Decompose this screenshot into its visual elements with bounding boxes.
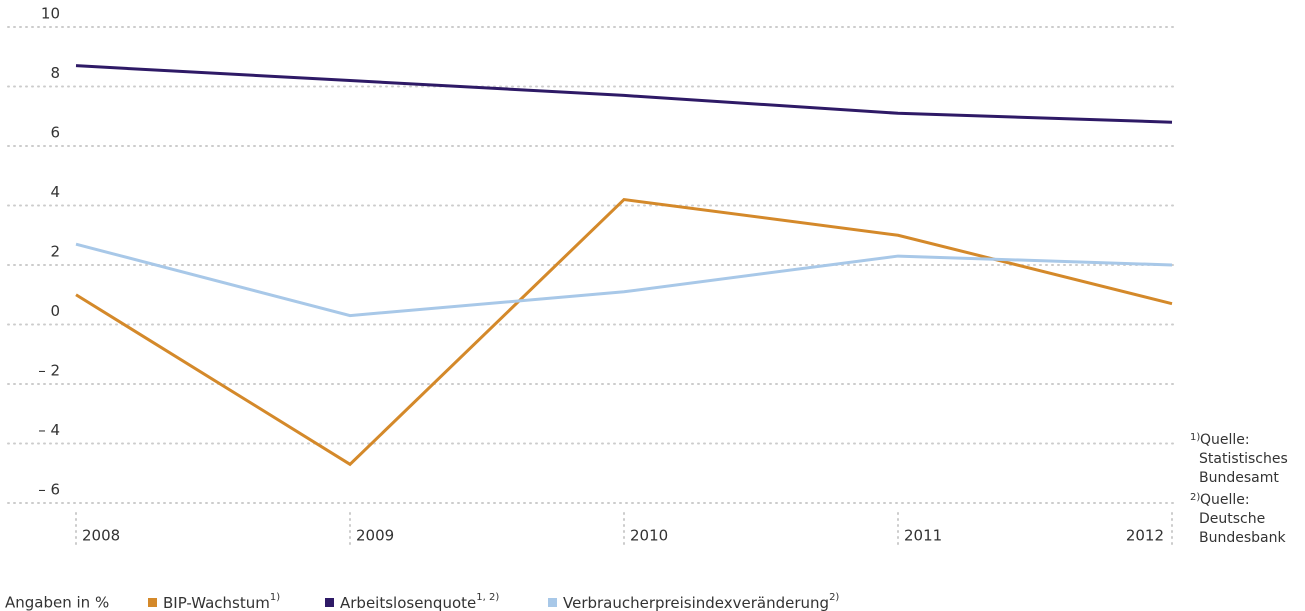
series-line [75,64,1173,124]
y-tick-label: – 2 [38,362,60,380]
legend-name: Arbeitslosenquote [340,594,476,611]
source-line: Quelle: [1200,492,1250,508]
source-line: Deutsche [1199,511,1265,527]
source-line: Statistisches [1199,451,1288,467]
x-tick-label: 2008 [82,527,120,545]
y-tick-label: 0 [50,302,60,320]
y-tick-label: 2 [50,243,60,261]
legend-swatch [325,598,334,607]
y-tick-label: – 4 [38,421,60,439]
y-tick-label: 10 [41,5,60,23]
legend-label: BIP-Wachstum1) [163,592,280,611]
legend-name: BIP-Wachstum [163,594,270,611]
legend-footnote: 1) [270,592,280,603]
legend-footnote: 2) [829,592,839,603]
source-line: Bundesbank [1199,530,1286,546]
unit-note: Angaben in % [5,594,109,611]
x-tick-label: 2011 [904,527,942,545]
legend-footnote: 1, 2) [476,592,499,603]
legend-label: Verbraucherpreisindexveränderung2) [563,592,839,611]
source-marker: 1) [1190,432,1200,443]
source-marker: 2) [1190,492,1200,503]
x-tick-label: 2012 [1126,527,1164,545]
source-line: Quelle: [1200,432,1250,448]
legend-name: Verbraucherpreisindexveränderung [563,594,829,611]
x-tick-label: 2010 [630,527,668,545]
x-tick-label: 2009 [356,527,394,545]
y-tick-label: 8 [50,64,60,82]
legend-label: Arbeitslosenquote1, 2) [340,592,499,611]
legend-swatch [548,598,557,607]
y-tick-label: – 6 [38,481,60,499]
series-line [75,242,1173,318]
series-line [75,197,1173,467]
y-tick-label: 6 [50,124,60,142]
y-tick-label: 4 [50,183,60,201]
legend-swatch [148,598,157,607]
source-line: Bundesamt [1199,470,1279,486]
